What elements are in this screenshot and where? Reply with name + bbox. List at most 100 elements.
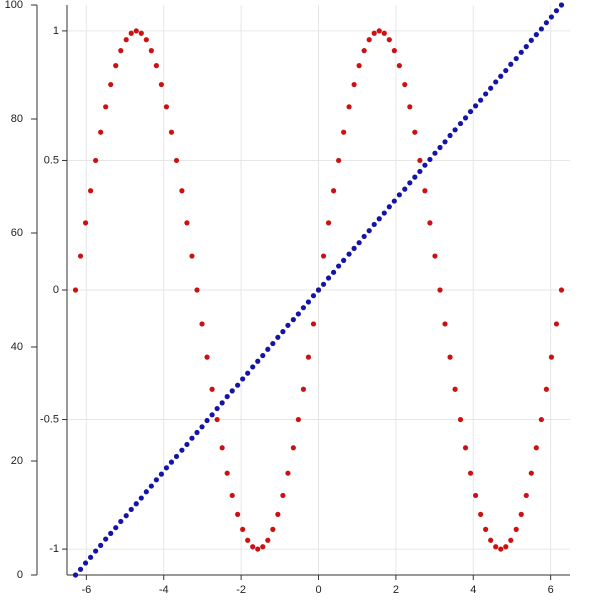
data-point xyxy=(427,156,433,163)
data-point xyxy=(518,511,524,517)
data-point xyxy=(325,220,332,226)
data-point xyxy=(305,299,312,305)
data-point xyxy=(381,30,387,36)
data-point xyxy=(270,526,276,533)
data-point xyxy=(528,470,534,476)
data-point xyxy=(558,287,565,293)
data-point xyxy=(558,2,565,8)
y-tick-label: 0 xyxy=(17,569,23,581)
data-point xyxy=(229,492,235,499)
data-point xyxy=(118,518,124,525)
data-point xyxy=(153,63,159,69)
data-point xyxy=(250,364,256,370)
data-point xyxy=(432,150,438,156)
x-tick-label: -4 xyxy=(159,584,169,596)
data-point xyxy=(300,305,307,311)
data-point xyxy=(447,354,453,360)
data-point xyxy=(493,544,499,550)
data-point xyxy=(366,228,372,234)
data-point xyxy=(240,376,246,382)
data-point xyxy=(168,129,175,135)
data-point xyxy=(407,104,413,110)
data-point xyxy=(422,162,428,168)
data-point xyxy=(498,546,504,552)
data-point xyxy=(412,129,418,135)
data-point xyxy=(422,188,428,194)
data-point xyxy=(538,26,544,32)
data-point xyxy=(219,445,225,451)
data-point xyxy=(548,354,555,360)
data-point xyxy=(518,49,524,55)
data-point xyxy=(503,544,509,550)
data-point xyxy=(123,37,129,43)
data-point xyxy=(280,329,286,335)
data-point xyxy=(260,544,266,550)
data-point xyxy=(478,97,484,103)
data-point xyxy=(265,346,271,352)
data-point xyxy=(310,321,317,327)
y-tick-label: 80 xyxy=(11,113,23,125)
data-point xyxy=(462,445,469,451)
data-point xyxy=(447,132,453,139)
data-point xyxy=(138,30,144,36)
data-point xyxy=(214,416,220,423)
data-point xyxy=(553,321,560,327)
data-point xyxy=(88,554,94,560)
data-point xyxy=(250,544,256,550)
data-point xyxy=(336,157,342,164)
data-point xyxy=(346,251,352,257)
data-point xyxy=(194,429,200,436)
data-point xyxy=(402,186,408,192)
data-point xyxy=(396,63,402,69)
data-point xyxy=(184,441,190,448)
data-point xyxy=(330,188,337,194)
data-point xyxy=(153,477,159,483)
data-point xyxy=(503,67,509,74)
data-point xyxy=(290,445,296,451)
data-point xyxy=(386,204,392,210)
data-point xyxy=(386,37,392,43)
data-point xyxy=(320,281,327,287)
data-point xyxy=(128,506,134,513)
data-point xyxy=(543,20,549,26)
data-point xyxy=(462,115,469,121)
data-point xyxy=(77,566,84,572)
data-point xyxy=(103,104,109,110)
data-point xyxy=(133,501,139,507)
data-point xyxy=(427,220,433,226)
data-point xyxy=(483,526,489,533)
x-tick-label: 4 xyxy=(470,584,476,596)
data-point xyxy=(285,322,291,328)
data-point xyxy=(513,526,519,533)
data-point xyxy=(245,370,251,376)
data-point xyxy=(148,48,154,54)
data-point xyxy=(553,8,560,14)
data-point xyxy=(255,358,261,364)
data-point xyxy=(488,85,494,91)
data-point xyxy=(235,511,241,517)
data-point xyxy=(376,28,382,34)
data-point xyxy=(366,37,372,43)
data-point xyxy=(163,465,170,471)
data-point xyxy=(295,311,301,317)
data-point xyxy=(133,28,139,34)
data-point xyxy=(270,340,276,347)
data-point xyxy=(113,525,119,531)
data-point xyxy=(493,79,499,85)
data-point xyxy=(391,48,397,54)
data-point xyxy=(528,37,534,43)
data-point xyxy=(235,382,241,388)
data-point xyxy=(346,104,352,110)
data-point xyxy=(240,526,246,533)
data-point xyxy=(538,416,544,423)
data-point xyxy=(189,435,195,441)
data-point xyxy=(265,537,271,543)
data-point xyxy=(108,81,114,88)
data-point xyxy=(341,257,347,263)
data-point xyxy=(396,192,402,198)
data-point xyxy=(417,168,423,175)
data-point xyxy=(93,157,99,164)
y-tick-label: 40 xyxy=(11,341,23,353)
data-point xyxy=(310,293,317,299)
